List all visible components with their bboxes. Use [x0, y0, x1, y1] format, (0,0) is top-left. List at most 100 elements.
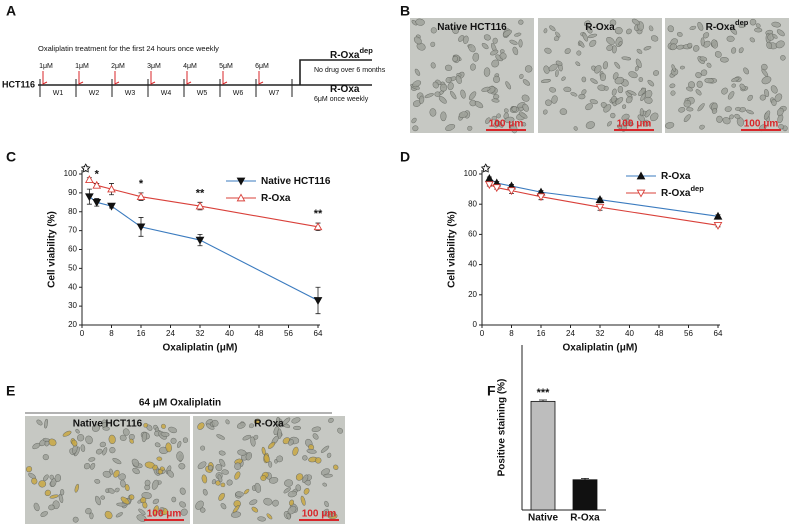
cell [722, 117, 731, 125]
cell [738, 23, 746, 28]
cell [72, 516, 79, 523]
cell [458, 35, 465, 42]
cell [237, 449, 247, 456]
cell [323, 473, 333, 478]
cell [165, 442, 172, 453]
cell [518, 111, 528, 119]
micrograph-label: Native HCT116 [437, 22, 507, 33]
cell [179, 501, 186, 508]
cell [202, 488, 208, 496]
marker [195, 236, 205, 245]
cell [770, 85, 778, 94]
x-tick-label: 24 [166, 329, 175, 338]
cell [683, 99, 692, 108]
cell [77, 434, 85, 442]
dose-marker [42, 71, 48, 85]
cell [449, 90, 457, 100]
cell [570, 92, 578, 97]
x-tick-label: 48 [655, 329, 664, 338]
cell [521, 94, 530, 102]
cell [195, 500, 204, 510]
cell [216, 434, 226, 440]
cell [491, 59, 500, 68]
cell [440, 111, 447, 122]
cell [160, 431, 170, 437]
cell [642, 119, 650, 127]
cell [548, 63, 558, 72]
cell [650, 112, 659, 122]
x-axis-title: Oxaliplatin (μM) [162, 343, 237, 354]
cell [731, 83, 736, 88]
cell [113, 469, 120, 478]
micrograph-label: Native HCT116 [73, 419, 143, 430]
cell [295, 484, 302, 492]
cell [754, 27, 763, 33]
cell [493, 75, 501, 83]
cell [42, 437, 50, 442]
cell [218, 450, 226, 456]
cell [628, 71, 638, 79]
cell [524, 65, 533, 73]
cell [771, 21, 781, 28]
cell [85, 435, 93, 445]
cell [648, 25, 654, 32]
cell [141, 431, 147, 443]
cell [306, 448, 317, 454]
cell [640, 93, 646, 102]
cell [618, 41, 623, 46]
cell [716, 115, 723, 123]
cell [670, 90, 676, 96]
cell [207, 465, 214, 471]
cell [582, 32, 589, 42]
y-tick-label: 60 [468, 230, 477, 239]
cell [472, 52, 480, 62]
cell [703, 40, 711, 48]
marker [85, 193, 94, 202]
cell [578, 40, 585, 48]
cell [99, 441, 106, 448]
cell [138, 508, 146, 515]
cell [739, 83, 746, 91]
cell [176, 451, 184, 462]
scale-label: 100 μm [744, 119, 779, 130]
y-tick-label: 100 [464, 169, 478, 178]
cell [745, 109, 754, 115]
cell [303, 488, 310, 495]
cell [277, 428, 282, 439]
cell [555, 69, 559, 77]
cell [724, 106, 732, 112]
cell [266, 513, 273, 520]
week-label: W4 [161, 90, 172, 97]
cell [142, 501, 148, 509]
cell [743, 67, 749, 75]
cell [179, 487, 186, 495]
cell [152, 464, 158, 471]
cell [700, 69, 708, 76]
marker [136, 192, 146, 200]
cell [38, 480, 47, 488]
panel-e-title: 64 μM Oxaliplatin [139, 398, 221, 409]
cell [503, 108, 509, 113]
cell [288, 439, 294, 446]
cell [415, 18, 425, 26]
cell [575, 61, 581, 67]
cell [704, 77, 714, 84]
cell [559, 108, 568, 115]
cell [234, 462, 242, 471]
cell [669, 43, 678, 51]
cell [462, 35, 469, 44]
series-line [89, 196, 319, 301]
cell [643, 45, 652, 51]
cell [94, 479, 101, 484]
cell [152, 505, 159, 516]
x-tick-label: 32 [196, 329, 205, 338]
annotation: ✩ [80, 163, 91, 175]
cell [469, 99, 477, 107]
cell [615, 97, 624, 105]
cell [302, 455, 308, 461]
cell [201, 474, 208, 484]
cell [452, 27, 459, 34]
cell [333, 464, 339, 471]
cell [25, 466, 33, 473]
cell [413, 36, 422, 45]
